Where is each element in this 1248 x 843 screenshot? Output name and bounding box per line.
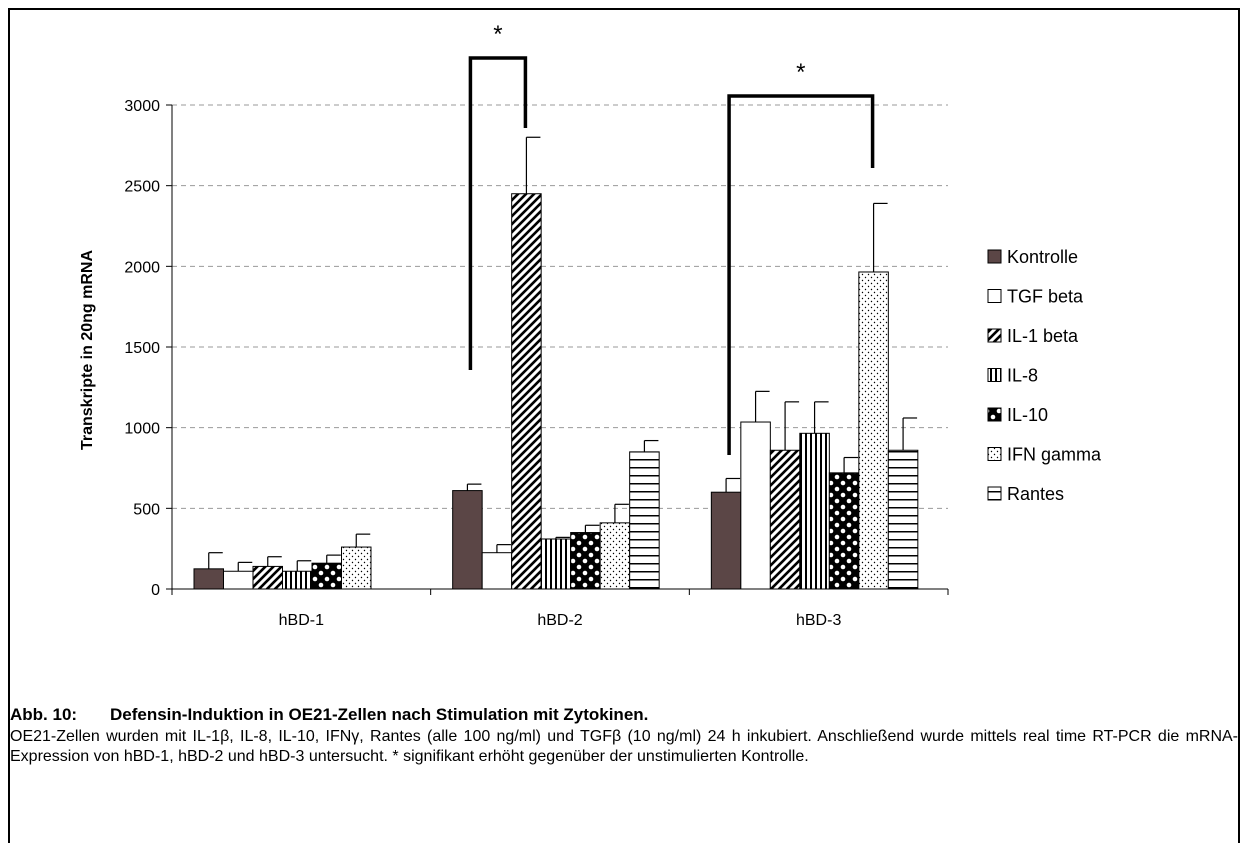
bar bbox=[481, 552, 513, 590]
significance-bracket bbox=[727, 94, 875, 455]
x-tick-label: hBD-1 bbox=[279, 612, 324, 629]
y-tick-label: 2000 bbox=[124, 259, 160, 276]
y-tick-label: 500 bbox=[133, 501, 160, 518]
bar bbox=[511, 193, 542, 590]
bar bbox=[311, 562, 342, 590]
bar bbox=[769, 449, 801, 590]
axes: 0 500 1000 1500 2000 2500 3000 hBD-1 hBD-2 hBD-3 bbox=[124, 98, 949, 629]
significance-bracket bbox=[468, 56, 528, 370]
significance-star: * bbox=[493, 21, 502, 48]
bar bbox=[540, 538, 572, 590]
significance-star: * bbox=[796, 59, 805, 86]
bar bbox=[452, 490, 483, 590]
bar bbox=[799, 432, 830, 590]
bar bbox=[828, 472, 860, 590]
caption-body: OE21-Zellen wurden mit IL-1β, IL-8, IL-1… bbox=[10, 728, 1238, 765]
bar bbox=[223, 570, 254, 590]
legend-label: TGF beta bbox=[1007, 287, 1084, 307]
bar bbox=[193, 568, 224, 590]
bar bbox=[252, 565, 283, 590]
legend-label: Kontrolle bbox=[1007, 247, 1078, 267]
y-tick-label: 1000 bbox=[124, 421, 160, 438]
bar bbox=[858, 271, 889, 590]
bar bbox=[629, 451, 660, 590]
figure-frame bbox=[8, 8, 1240, 843]
bar bbox=[282, 570, 313, 590]
legend-swatch bbox=[987, 368, 1002, 382]
bar bbox=[887, 449, 919, 590]
gridlines bbox=[172, 104, 948, 509]
y-tick-label: 3000 bbox=[124, 98, 160, 115]
legend-label: IFN gamma bbox=[1007, 445, 1102, 465]
x-tick-label: hBD-3 bbox=[796, 612, 841, 629]
legend-label: IL-10 bbox=[1007, 405, 1048, 425]
y-tick-label: 0 bbox=[151, 582, 160, 599]
legend-label: Rantes bbox=[1007, 484, 1064, 504]
figure-caption: Abb. 10: Defensin-Induktion in OE21-Zell… bbox=[10, 705, 1238, 767]
significance-annotations: ** bbox=[468, 21, 875, 455]
bar bbox=[710, 491, 742, 590]
y-tick-label: 1500 bbox=[124, 340, 160, 357]
y-axis-label: Transkripte in 20ng mRNA bbox=[79, 250, 96, 450]
caption-heading: Abb. 10: Defensin-Induktion in OE21-Zell… bbox=[10, 705, 1238, 725]
bars bbox=[193, 136, 919, 590]
x-tick-label: hBD-2 bbox=[537, 612, 582, 629]
legend-swatch bbox=[987, 486, 1002, 501]
legend: Kontrolle TGF beta IL-1 beta IL-8 IL-10 IFN g… bbox=[987, 247, 1102, 504]
y-tick-label: 2500 bbox=[124, 179, 160, 196]
bar bbox=[570, 532, 601, 590]
caption-label: Abb. 10: bbox=[10, 705, 78, 724]
caption-title: Defensin-Induktion in OE21-Zellen nach S… bbox=[110, 705, 649, 724]
legend-swatch bbox=[987, 407, 1002, 422]
legend-swatch bbox=[987, 328, 1002, 343]
legend-swatch bbox=[987, 289, 1002, 303]
bar bbox=[599, 522, 631, 590]
legend-swatch bbox=[987, 447, 1002, 461]
bar bbox=[341, 546, 372, 590]
legend-swatch bbox=[987, 249, 1002, 264]
legend-label: IL-8 bbox=[1007, 366, 1038, 386]
legend-label: IL-1 beta bbox=[1007, 326, 1079, 346]
bar bbox=[740, 421, 771, 590]
